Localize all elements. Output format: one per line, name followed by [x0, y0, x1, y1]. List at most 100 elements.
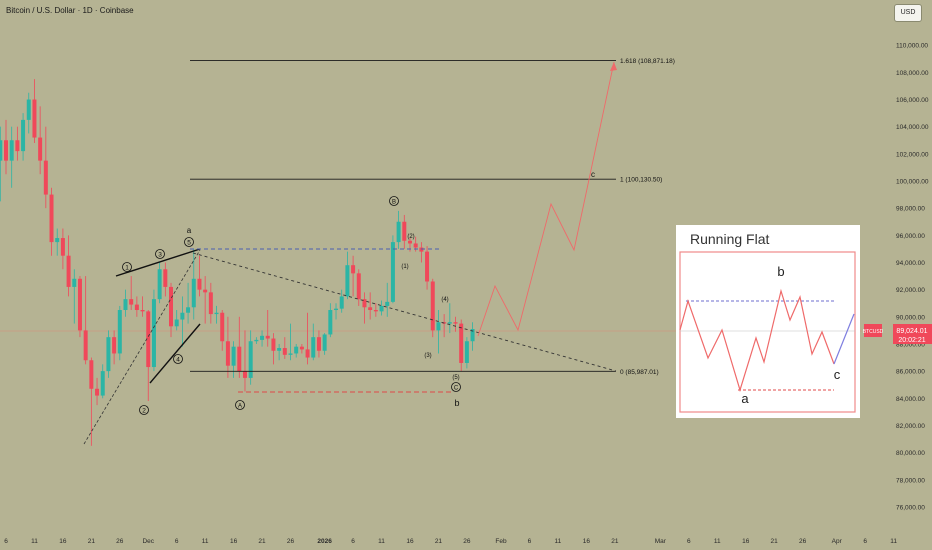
- currency-button[interactable]: USD: [894, 4, 922, 22]
- candle-body: [134, 304, 139, 311]
- x-tick-label: 6: [4, 538, 8, 545]
- y-tick-label: 90,000.00: [896, 314, 925, 321]
- x-tick-label: 11: [555, 538, 562, 545]
- candle: [311, 323, 316, 361]
- candle-body: [242, 371, 247, 378]
- candle: [294, 343, 299, 358]
- x-tick-label: Dec: [142, 538, 154, 545]
- candle-body: [100, 371, 105, 396]
- candle: [453, 316, 458, 332]
- candle: [123, 289, 128, 317]
- candle-body: [191, 278, 196, 308]
- wave-label-(3): (3): [424, 353, 431, 359]
- candle-body: [214, 312, 219, 315]
- candle-body: [95, 388, 100, 396]
- candle: [368, 292, 373, 320]
- candle: [220, 310, 225, 351]
- price-label: BTCUSD 89,024.01 20:02:21: [863, 324, 932, 344]
- candle-body: [55, 238, 60, 243]
- candle: [191, 248, 196, 320]
- candle-body: [32, 99, 37, 138]
- y-axis[interactable]: 110,000.00 108,000.00 106,000.00 104,000.00…: [896, 43, 929, 512]
- inset-label-b: b: [777, 264, 784, 279]
- projection-path: [477, 61, 615, 337]
- candle-body: [282, 348, 287, 355]
- y-tick-label: 98,000.00: [896, 206, 925, 213]
- svg-text:5: 5: [187, 240, 191, 247]
- candle-body: [459, 323, 464, 363]
- candle-body: [225, 341, 230, 366]
- candle: [390, 235, 395, 304]
- x-tick-label: Apr: [832, 538, 843, 545]
- candle-body: [180, 312, 185, 320]
- price-label-symbol: BTCUSD: [863, 329, 884, 335]
- candle-body: [464, 341, 469, 363]
- running-flat-inset: Running Flat a b c: [676, 225, 860, 418]
- candle-body: [396, 221, 401, 243]
- candle: [134, 296, 139, 317]
- candle: [470, 322, 475, 351]
- candle-body: [254, 339, 259, 342]
- candle: [32, 79, 37, 143]
- x-tick-label: 11: [714, 538, 721, 545]
- wave-label-A: A: [235, 400, 245, 410]
- candle-body: [203, 289, 208, 293]
- wave-label-(5): (5): [452, 375, 459, 381]
- candle: [0, 126, 3, 202]
- candle: [112, 330, 117, 365]
- y-tick-label: 94,000.00: [896, 260, 925, 267]
- y-tick-label: 84,000.00: [896, 396, 925, 403]
- x-tick-label: 6: [175, 538, 179, 545]
- x-tick-label: 16: [59, 538, 67, 545]
- x-tick-label: Mar: [655, 538, 667, 545]
- candle-body: [237, 346, 242, 372]
- x-tick-label: 6: [351, 538, 355, 545]
- candle-body: [163, 269, 168, 287]
- x-axis[interactable]: 6 11 16 21 26 Dec 6 11 16 21 26 2026 6 11 16 21 26 Feb 6 11…: [4, 538, 897, 545]
- candle: [163, 262, 168, 297]
- candle-body: [299, 346, 304, 350]
- candle: [72, 269, 77, 324]
- candle-body: [15, 140, 20, 152]
- inset-price-path: [679, 288, 835, 393]
- candle-body: [83, 330, 88, 361]
- y-tick-label: 80,000.00: [896, 450, 925, 457]
- y-tick-label: 102,000.00: [896, 151, 929, 158]
- candle-body: [413, 243, 418, 248]
- x-tick-label: 21: [611, 538, 619, 545]
- candle: [265, 310, 270, 347]
- svg-text:1: 1: [125, 265, 129, 272]
- y-tick-label: 86,000.00: [896, 369, 925, 376]
- y-tick-label: 88,000.00: [896, 341, 925, 348]
- candle: [271, 333, 276, 365]
- x-tick-label: 16: [742, 538, 750, 545]
- candle-body: [379, 305, 384, 312]
- wave-label-(2): (2): [407, 234, 414, 240]
- candle: [214, 305, 219, 324]
- candle: [339, 289, 344, 313]
- candle: [203, 276, 208, 324]
- candle-body: [425, 251, 430, 282]
- svg-text:3: 3: [158, 252, 162, 259]
- candle: [379, 300, 384, 316]
- candle: [15, 126, 20, 161]
- candle-body: [248, 341, 253, 378]
- candle-body: [328, 310, 333, 335]
- fib-levels: 1.618 (108,871.18) 1 (100,130.50) 0 (85,98…: [190, 58, 675, 376]
- candle: [260, 330, 265, 347]
- candle-body: [186, 307, 191, 313]
- candle-body: [316, 337, 321, 351]
- wave-drawings: [83, 61, 617, 445]
- candle: [95, 377, 100, 406]
- candle: [89, 357, 94, 446]
- candle-body: [174, 319, 179, 327]
- y-tick-label: 92,000.00: [896, 287, 925, 294]
- candle-body: [220, 312, 225, 342]
- wave-start-dashed: [83, 249, 201, 445]
- candle-body: [208, 292, 213, 315]
- inset-label-c: c: [834, 367, 841, 382]
- candle-body: [146, 311, 151, 368]
- candle-body: [112, 337, 117, 354]
